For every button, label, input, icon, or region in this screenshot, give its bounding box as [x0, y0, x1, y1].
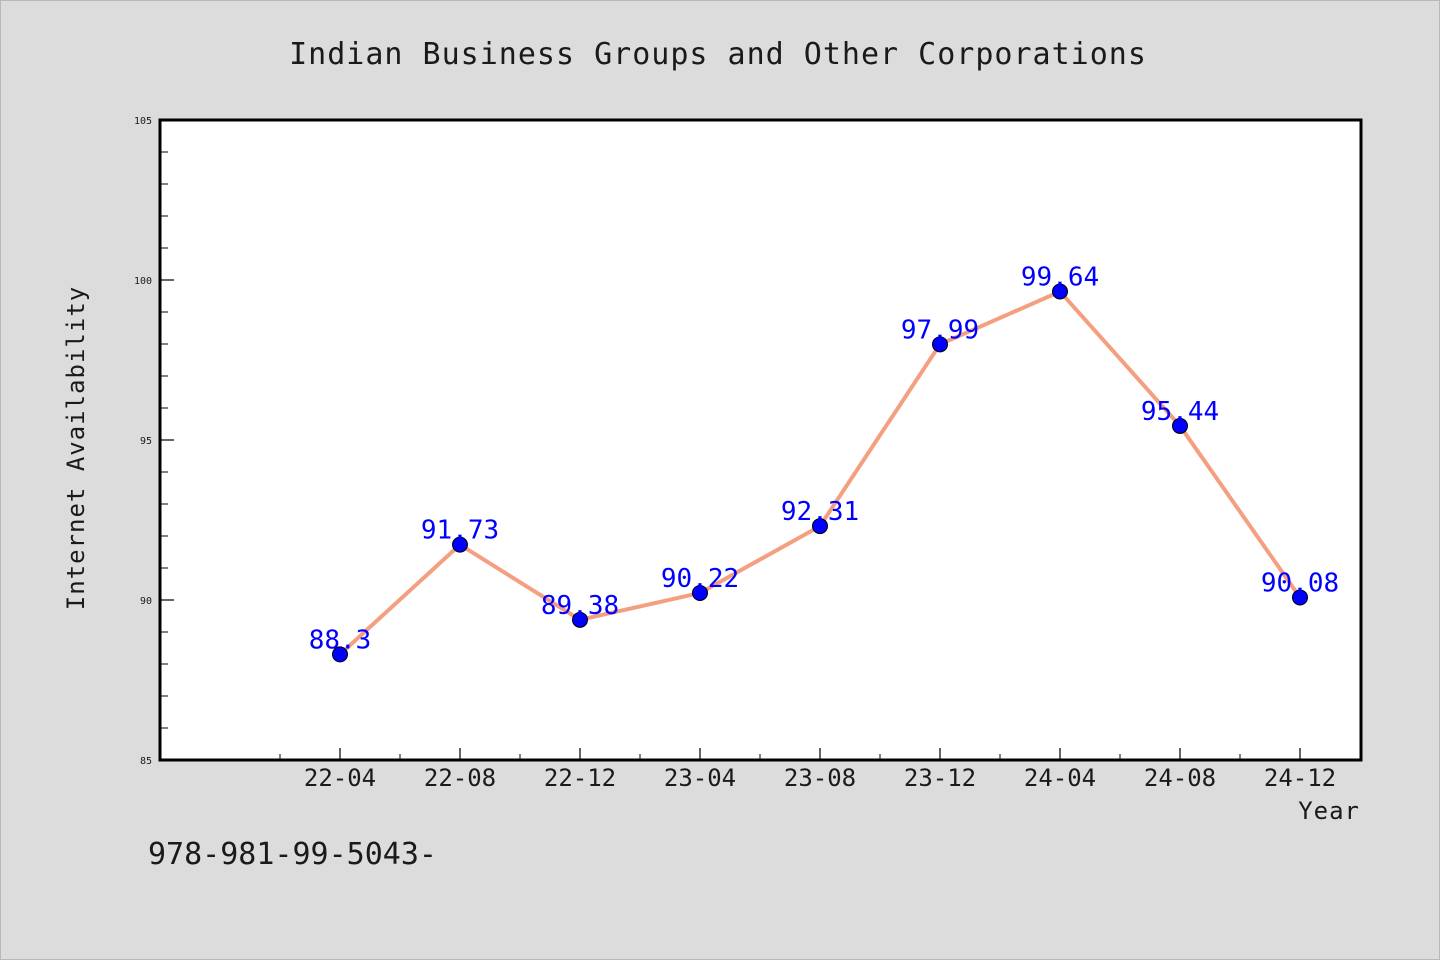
- data-point: [1172, 417, 1188, 434]
- data-labels: 88.3 91.73 89.38 90.22 92.31 97.99 99.64 95.44 9…: [309, 263, 1339, 656]
- data-point: [332, 646, 348, 663]
- data-label: 95.44: [1141, 397, 1219, 427]
- x-tick-label: 23-04: [664, 764, 736, 792]
- x-tick-label: 24-08: [1144, 764, 1216, 792]
- data-label: 91.73: [421, 516, 499, 546]
- x-tick-label: 22-08: [424, 764, 496, 792]
- data-point: [692, 584, 708, 601]
- x-axis-label: Year: [1298, 797, 1360, 825]
- y-tick-label: 100: [134, 276, 152, 287]
- data-label: 90.08: [1261, 568, 1339, 598]
- y-axis-ticks: 85 90 95 100 105: [134, 116, 174, 767]
- data-label: 90.22: [661, 564, 739, 594]
- data-point: [1292, 589, 1308, 606]
- y-tick-label: 95: [140, 436, 152, 447]
- data-label: 92.31: [781, 497, 859, 527]
- plot-area: [158, 118, 1363, 762]
- data-point: [1052, 283, 1068, 300]
- data-label: 99.64: [1021, 263, 1099, 293]
- x-axis-ticks: 22-04 22-08 22-12 23-04 23-08 23-12 24-04 24-08…: [304, 748, 1336, 792]
- data-point: [452, 536, 468, 553]
- y-tick-label: 105: [134, 116, 152, 127]
- x-tick-label: 22-04: [304, 764, 376, 792]
- footnote-text: 978-981-99-5043-: [148, 837, 437, 872]
- y-axis-label: Internet Availability: [62, 286, 90, 610]
- x-minor-ticks: [279, 754, 1361, 760]
- y-tick-label: 85: [140, 756, 152, 767]
- x-tick-label: 23-08: [784, 764, 856, 792]
- data-point: [932, 336, 948, 353]
- x-tick-label: 23-12: [904, 764, 976, 792]
- chart-title: Indian Business Groups and Other Corpora…: [289, 37, 1147, 72]
- data-label: 88.3: [309, 625, 372, 655]
- y-tick-label: 90: [140, 596, 152, 607]
- data-point: [572, 611, 588, 628]
- x-tick-label: 24-04: [1024, 764, 1096, 792]
- data-point: [812, 518, 828, 535]
- data-markers: [332, 283, 1308, 663]
- x-tick-label: 22-12: [544, 764, 616, 792]
- data-label: 89.38: [541, 591, 619, 621]
- x-tick-label: 24-12: [1264, 764, 1336, 792]
- y-minor-ticks: [160, 151, 168, 729]
- data-label: 97.99: [901, 315, 979, 345]
